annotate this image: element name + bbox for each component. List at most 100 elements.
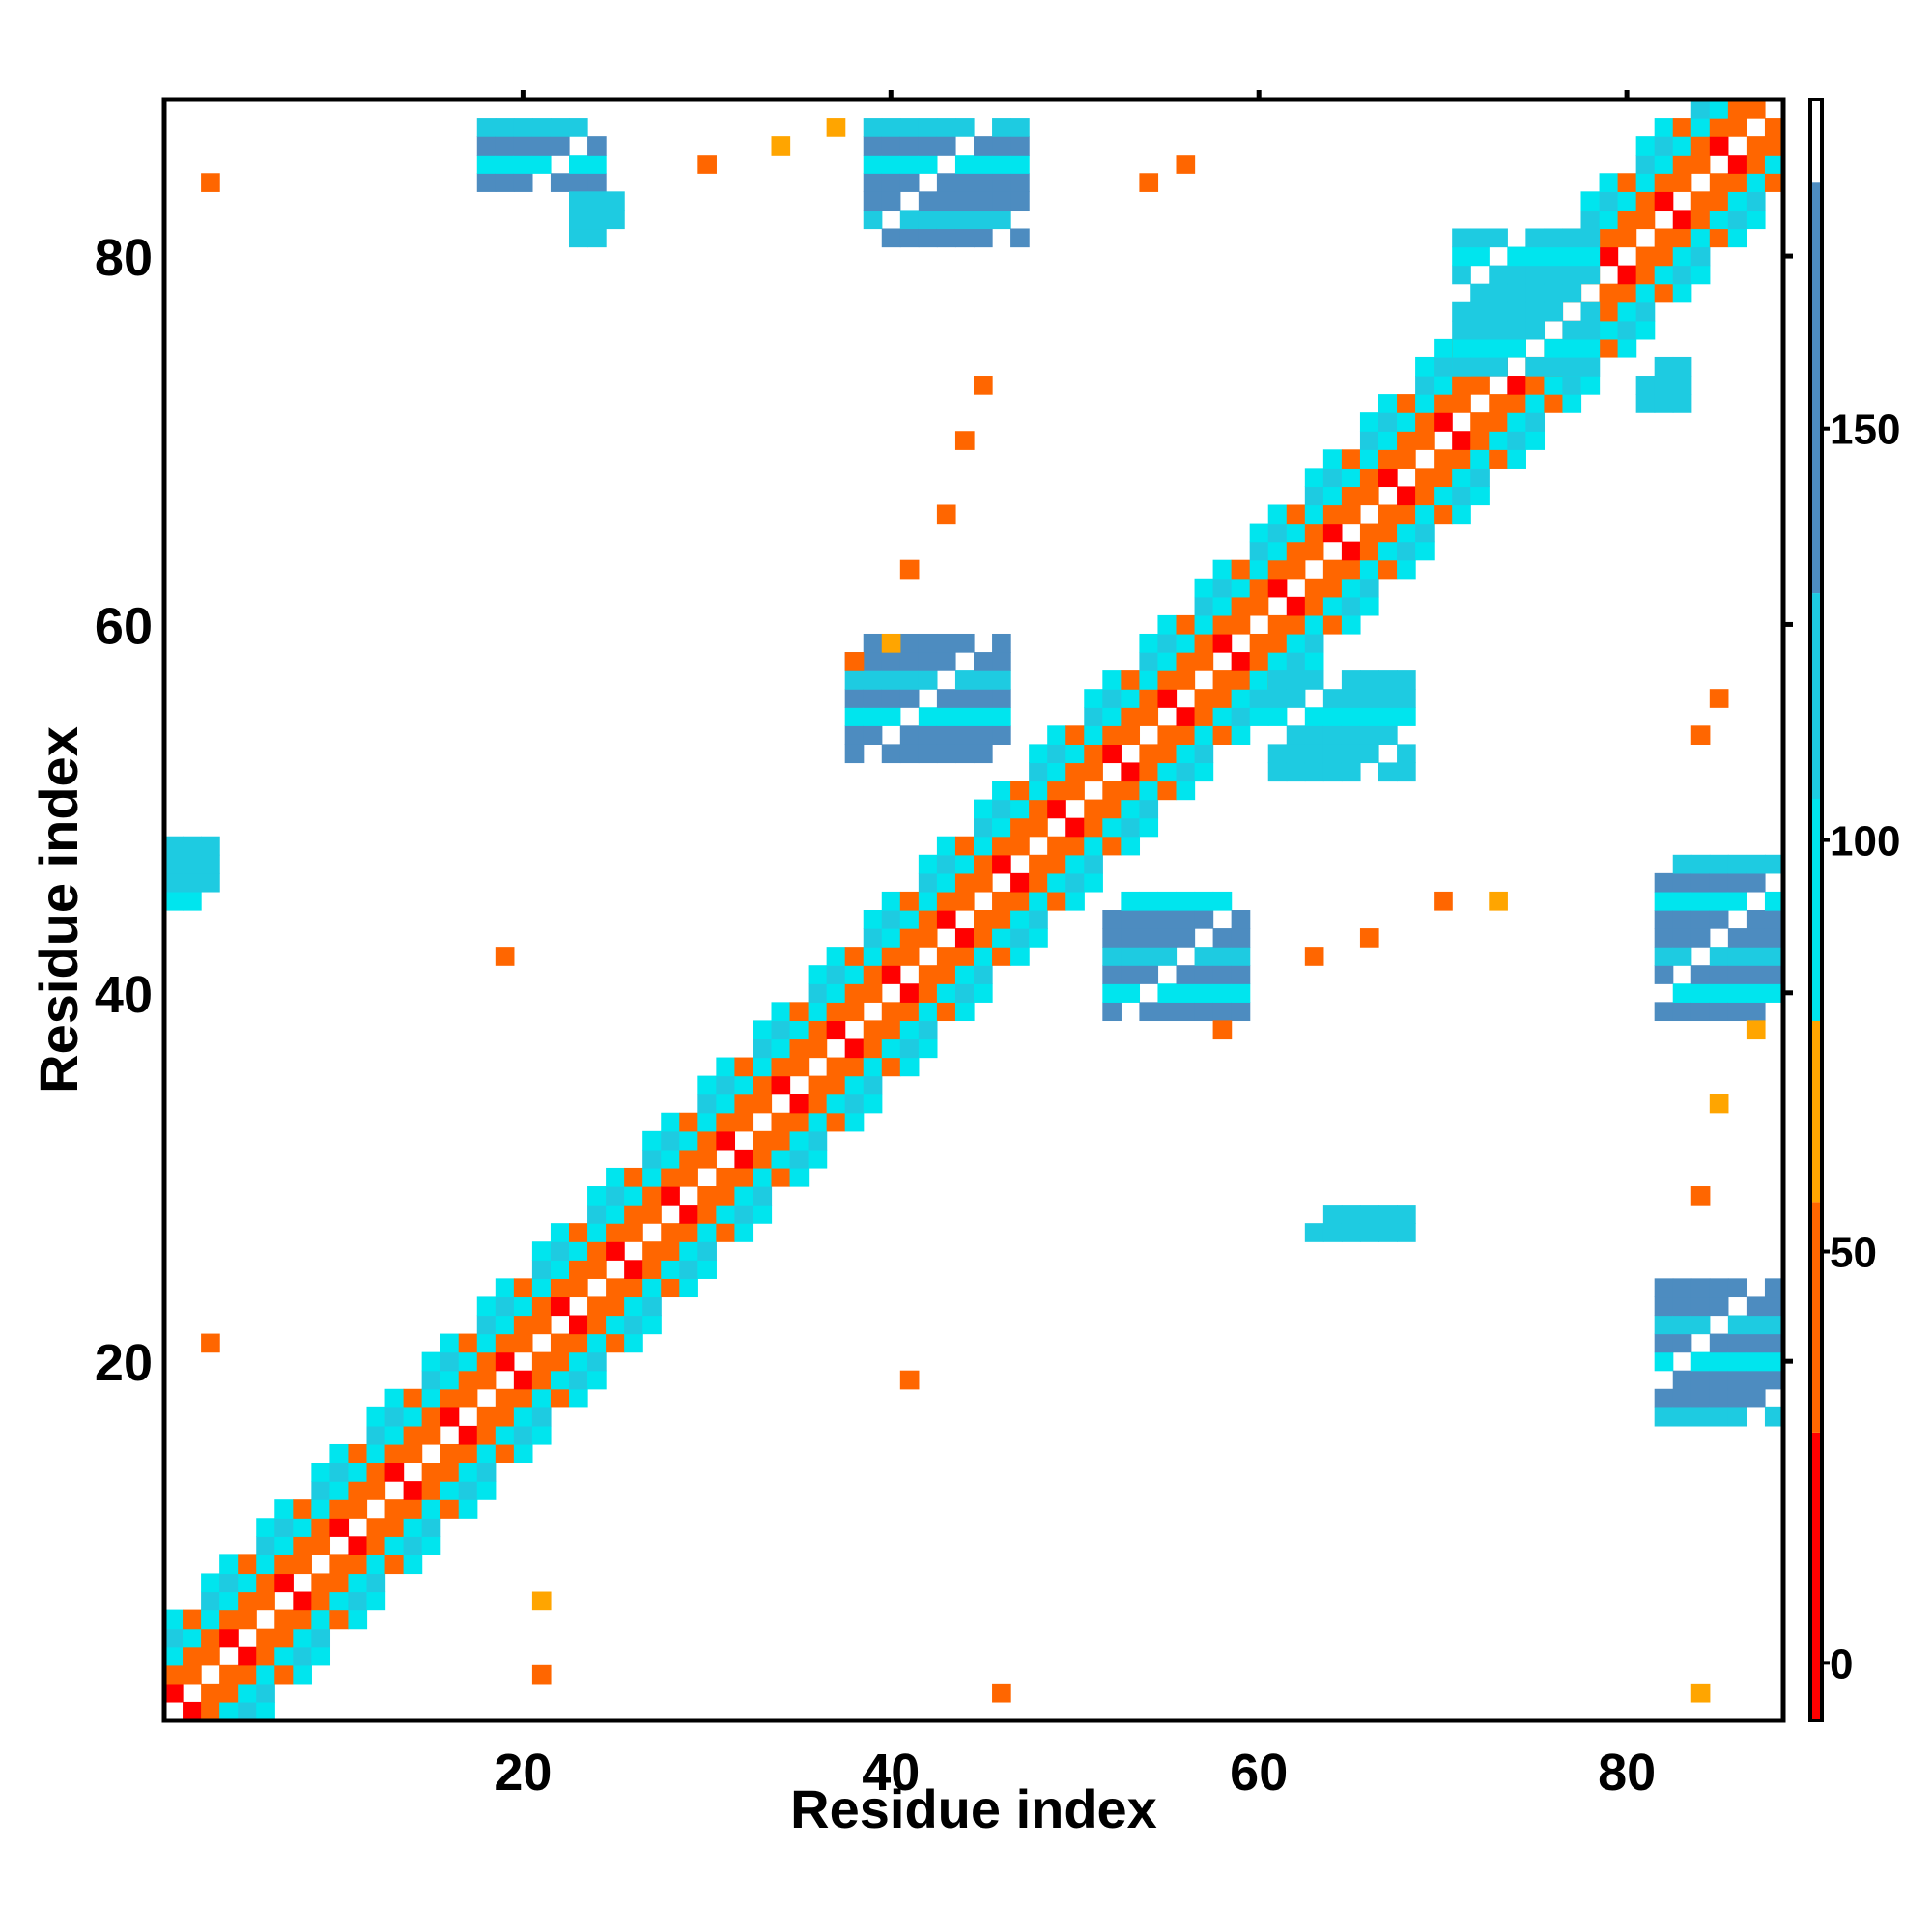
block-cell [881,652,901,671]
colorbar-tick-label: 150 [1830,407,1900,454]
diagonal-cell [954,928,975,948]
diagonal-cell [734,1223,754,1242]
diagonal-cell [1654,118,1674,137]
block-cell [1397,689,1416,708]
diagonal-cell [1635,210,1656,230]
block-cell [1452,320,1471,340]
block-cell [1452,338,1471,358]
diagonal-cell [992,781,1011,801]
diagonal-cell [1065,762,1085,782]
block-cell [1727,965,1747,984]
block-cell [954,191,975,212]
diagonal-cell [1010,817,1030,838]
diagonal-cell [771,1167,791,1187]
block-cell [1764,1278,1784,1298]
block-cell [476,173,497,192]
diagonal-cell [384,1499,405,1519]
block-cell [1322,707,1343,726]
diagonal-cell [918,872,938,893]
diagonal-cell [679,1241,698,1261]
diagonal-cell [1690,99,1711,119]
block-cell [587,136,607,156]
diagonal-cell [476,1333,497,1353]
diagonal-cell [918,1002,938,1022]
diagonal-cell [495,1443,515,1463]
diagonal-cell [974,910,993,929]
diagonal-cell [661,1149,680,1169]
block-cell [1470,338,1490,358]
diagonal-cell [899,891,920,911]
diagonal-cell [1267,541,1288,561]
diagonal-cell [936,891,956,911]
diagonal-cell [1672,283,1692,303]
diagonal-cell [697,1186,717,1206]
diagonal-cell [734,1094,754,1114]
diagonal-cell [771,1130,791,1151]
diagonal-cell [716,1057,736,1077]
diagonal-cell [1397,559,1416,580]
diagonal-cell [661,1112,680,1132]
diagonal-cell [476,1481,497,1500]
diagonal-cell [1746,191,1766,212]
block-cell [899,689,920,708]
diagonal-cell [1525,431,1546,450]
block-cell [495,173,515,192]
diagonal-cell [495,1296,515,1317]
block-cell [936,173,956,192]
block-cell [164,854,184,874]
diagonal-cell [458,1499,478,1519]
block-cell [1709,1278,1729,1298]
diagonal-cell [513,1296,533,1317]
block-cell [1672,1406,1692,1427]
diagonal-cell [550,1241,570,1261]
diagonal-cell [716,1223,736,1242]
diagonal-cell [1764,155,1784,174]
diagonal-cell [697,1205,717,1224]
diagonal-cell [348,1554,368,1575]
diagonal-cell [1599,246,1619,267]
block-cell [1544,301,1564,322]
diagonal-cell [1434,338,1453,358]
block-cell [974,228,993,248]
diagonal-cell [513,1443,533,1463]
colorbar-segment [1810,182,1822,594]
diagonal-cell [366,1591,386,1611]
diagonal-cell [183,1628,202,1648]
y-axis: 20 40 60 80 [95,229,1793,1392]
diagonal-cell [1617,265,1637,285]
diagonal-cell [513,1315,533,1335]
block-cell [1764,1333,1784,1353]
diagonal-cell [1341,596,1361,616]
block-cell [1378,1205,1398,1224]
diagonal-cell [531,1425,552,1445]
diagonal-cell [311,1463,331,1482]
diagonal-cell [1359,523,1379,543]
block-cell [1397,670,1416,690]
block-cell [1452,228,1471,248]
block-cell [1194,983,1214,1003]
block-cell [1304,707,1324,726]
block-cell [918,136,938,156]
diagonal-cell [1672,265,1692,285]
block-cell [992,725,1011,745]
block-cell [531,136,552,156]
block-cell [1359,1205,1379,1224]
diagonal-cell [587,1223,607,1242]
diagonal-cell [164,1628,184,1648]
block-cell [201,872,220,893]
block-cell [1654,376,1674,395]
block-cell [936,707,956,726]
diagonal-cell [1212,596,1233,616]
diagonal-cell [164,1646,184,1666]
block-cell [1709,1333,1729,1353]
diagonal-cell [1654,173,1674,192]
diagonal-cell [826,1094,846,1114]
block-cell [1304,762,1324,782]
block-cell [1452,301,1471,322]
diagonal-cell [1010,799,1030,819]
diagonal-cell [992,910,1011,929]
diagonal-cell [256,1646,275,1666]
block-cell [1672,947,1692,966]
diagonal-cell [569,1241,588,1261]
block-cell [1690,1278,1711,1298]
